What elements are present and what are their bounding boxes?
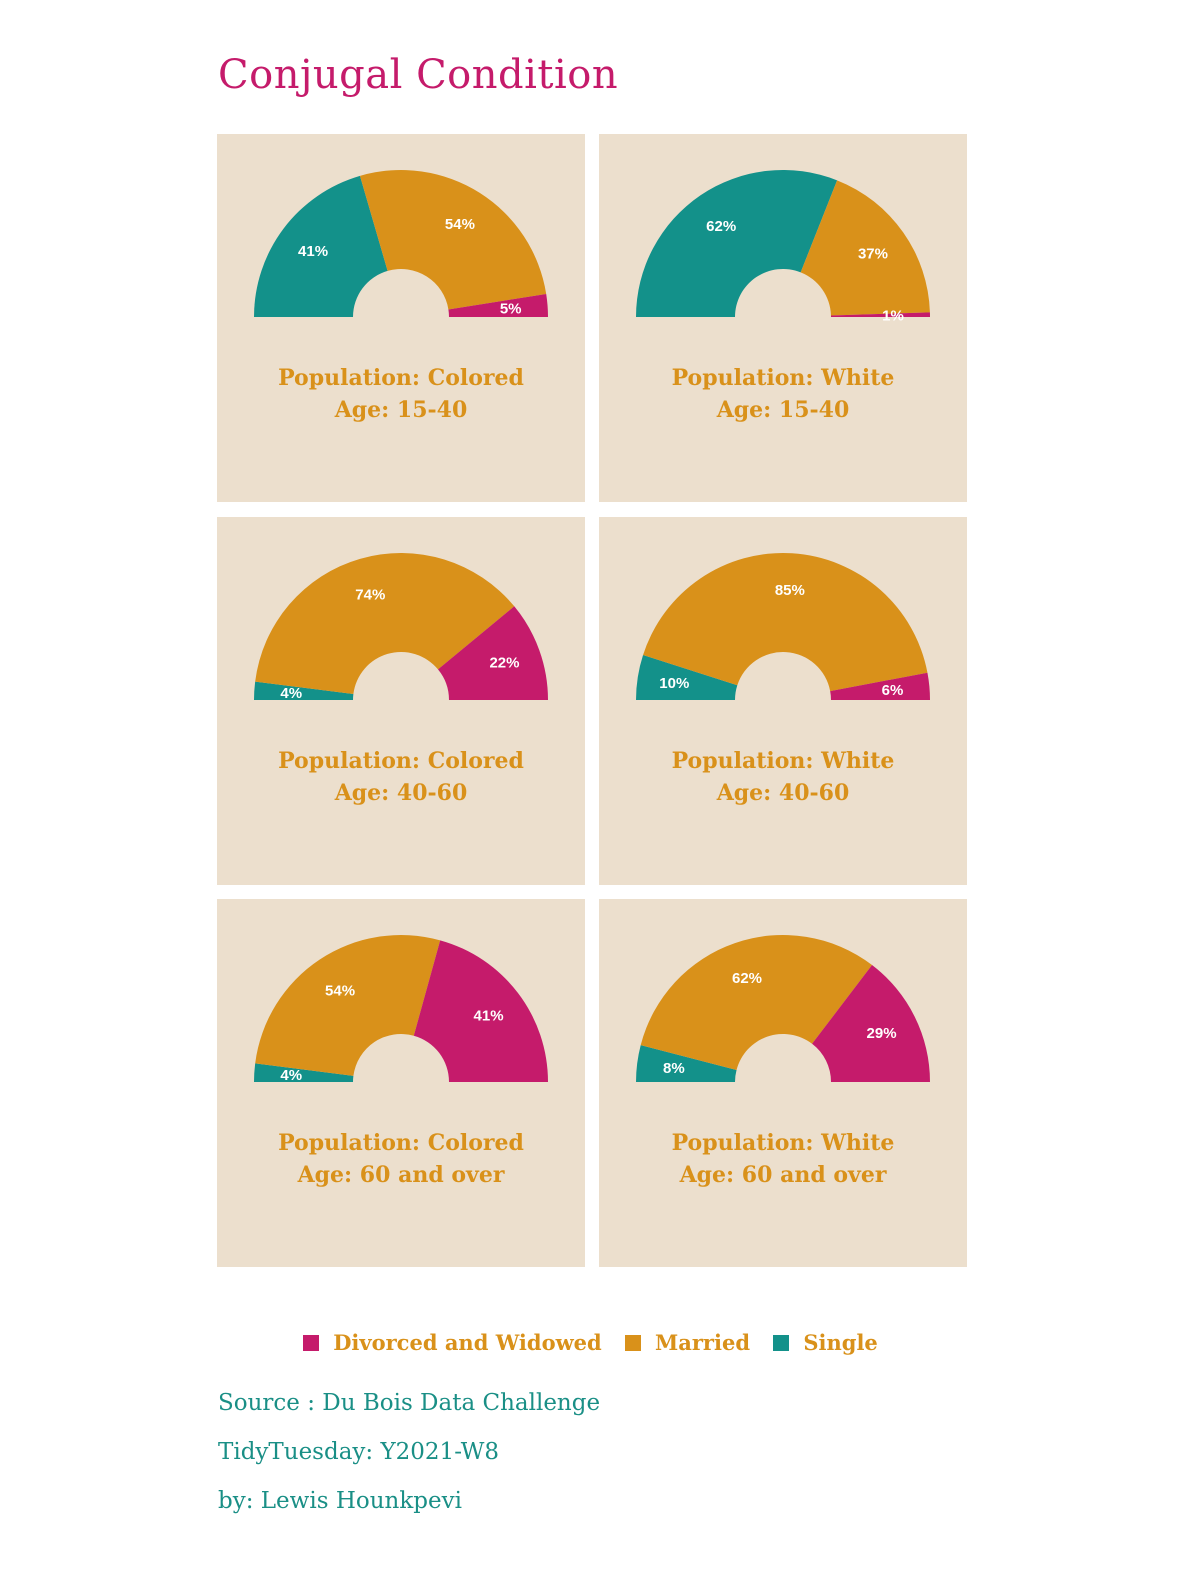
value-label-divorced: 1% — [882, 307, 904, 324]
population-label: Population: White — [671, 365, 895, 391]
value-label-divorced: 5% — [500, 300, 522, 317]
age-label: Age: 15-40 — [716, 397, 850, 423]
segment-divorced — [448, 294, 548, 317]
legend-label-single: Single — [803, 1330, 878, 1355]
panel-caption: Population: Colored Age: 60 and over — [217, 1127, 585, 1191]
segment-married — [800, 180, 930, 316]
segment-married — [643, 553, 928, 692]
segment-single — [254, 1063, 354, 1082]
half-donut-chart: 41% 54% 5% — [254, 170, 548, 317]
population-label: Population: Colored — [278, 1130, 524, 1156]
age-label: Age: 40-60 — [716, 780, 850, 806]
half-donut-chart: 4% 74% 22% — [254, 553, 548, 702]
legend-item-single: Single — [773, 1330, 878, 1355]
population-label: Population: Colored — [278, 748, 524, 774]
tidytuesday-note: TidyTuesday: Y2021-W8 — [218, 1439, 499, 1465]
chart-panel: 4% 74% 22% Population: Colored Age: 40-60 — [217, 517, 585, 885]
value-label-married: 54% — [445, 216, 475, 233]
value-label-divorced: 41% — [474, 1007, 504, 1024]
value-label-single: 62% — [706, 218, 736, 235]
source-note: Source : Du Bois Data Challenge — [218, 1390, 601, 1416]
half-donut-chart: 10% 85% 6% — [636, 553, 930, 700]
value-label-single: 8% — [663, 1060, 685, 1077]
population-label: Population: White — [671, 1130, 895, 1156]
half-donut-chart: 8% 62% 29% — [636, 935, 930, 1082]
panel-caption: Population: White Age: 60 and over — [599, 1127, 967, 1191]
segment-single — [636, 655, 738, 700]
author-note: by: Lewis Hounkpevi — [218, 1488, 462, 1514]
segment-married — [359, 170, 547, 310]
segment-single — [254, 175, 388, 317]
page-title: Conjugal Condition — [218, 52, 619, 98]
chart-panel: 62% 37% 1% Population: White Age: 15-40 — [599, 134, 967, 502]
segment-divorced — [413, 940, 548, 1082]
value-label-married: 54% — [325, 982, 355, 999]
panel-caption: Population: White Age: 15-40 — [599, 362, 967, 426]
segment-divorced — [830, 672, 930, 700]
value-label-divorced: 29% — [867, 1025, 897, 1042]
legend-label-married: Married — [655, 1330, 751, 1355]
panel-caption: Population: White Age: 40-60 — [599, 745, 967, 809]
segment-single — [254, 681, 354, 700]
chart-panel: 41% 54% 5% Population: Colored Age: 15-40 — [217, 134, 585, 502]
value-label-single: 10% — [659, 675, 689, 692]
legend: Divorced and Widowed Married Single — [0, 1330, 1181, 1355]
value-label-single: 4% — [280, 685, 302, 702]
segment-married — [640, 935, 873, 1070]
legend-swatch-divorced — [303, 1335, 320, 1351]
segment-married — [255, 553, 515, 694]
legend-label-divorced: Divorced and Widowed — [333, 1330, 602, 1355]
age-label: Age: 15-40 — [334, 397, 468, 423]
value-label-single: 41% — [298, 243, 328, 260]
panel-caption: Population: Colored Age: 40-60 — [217, 745, 585, 809]
population-label: Population: White — [671, 748, 895, 774]
age-label: Age: 60 and over — [679, 1162, 887, 1188]
value-label-married: 37% — [858, 246, 888, 263]
panel-caption: Population: Colored Age: 15-40 — [217, 362, 585, 426]
chart-panel: 4% 54% 41% Population: Colored Age: 60 and… — [217, 899, 585, 1267]
segment-divorced — [812, 965, 930, 1082]
half-donut-chart: 62% 37% 1% — [636, 169, 930, 324]
segment-divorced — [437, 606, 548, 700]
age-label: Age: 40-60 — [334, 780, 468, 806]
age-label: Age: 60 and over — [297, 1162, 505, 1188]
legend-swatch-married — [625, 1335, 642, 1351]
value-label-married: 85% — [775, 582, 805, 599]
segment-divorced — [830, 312, 930, 317]
value-label-single: 4% — [280, 1067, 302, 1084]
value-label-married: 62% — [732, 970, 762, 987]
chart-panel: 10% 85% 6% Population: White Age: 40-60 — [599, 517, 967, 885]
legend-item-married: Married — [625, 1330, 750, 1355]
legend-swatch-single — [773, 1335, 790, 1351]
half-donut-chart: 4% 54% 41% — [254, 935, 548, 1084]
value-label-divorced: 22% — [489, 655, 519, 672]
segment-single — [636, 169, 838, 317]
value-label-married: 74% — [355, 586, 385, 603]
legend-item-divorced: Divorced and Widowed — [303, 1330, 602, 1355]
population-label: Population: Colored — [278, 365, 524, 391]
chart-panel: 8% 62% 29% Population: White Age: 60 and o… — [599, 899, 967, 1267]
segment-single — [636, 1045, 737, 1082]
value-label-divorced: 6% — [882, 682, 904, 699]
segment-married — [255, 935, 441, 1076]
